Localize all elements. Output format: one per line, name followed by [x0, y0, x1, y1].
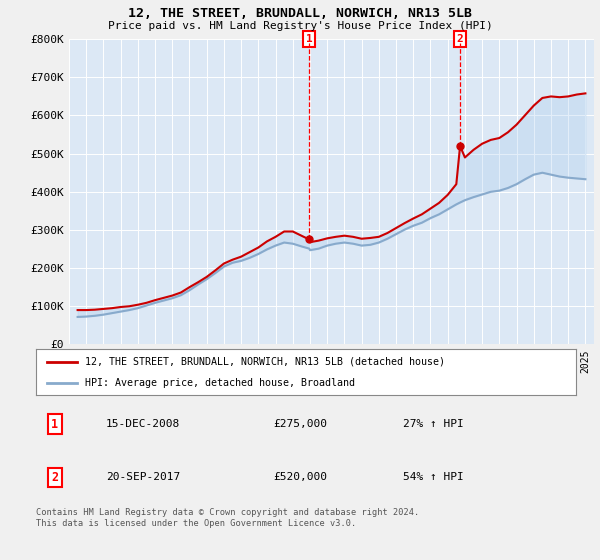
Text: Price paid vs. HM Land Registry's House Price Index (HPI): Price paid vs. HM Land Registry's House …	[107, 21, 493, 31]
Text: £520,000: £520,000	[274, 473, 328, 482]
Text: HPI: Average price, detached house, Broadland: HPI: Average price, detached house, Broa…	[85, 379, 355, 388]
Text: 2: 2	[457, 34, 463, 44]
Text: 12, THE STREET, BRUNDALL, NORWICH, NR13 5LB (detached house): 12, THE STREET, BRUNDALL, NORWICH, NR13 …	[85, 357, 445, 367]
Text: 1: 1	[52, 418, 58, 431]
Text: 12, THE STREET, BRUNDALL, NORWICH, NR13 5LB: 12, THE STREET, BRUNDALL, NORWICH, NR13 …	[128, 7, 472, 20]
Text: 2: 2	[52, 471, 58, 484]
Text: 1: 1	[306, 34, 313, 44]
Text: 54% ↑ HPI: 54% ↑ HPI	[403, 473, 464, 482]
Text: Contains HM Land Registry data © Crown copyright and database right 2024.
This d: Contains HM Land Registry data © Crown c…	[36, 508, 419, 528]
Text: 20-SEP-2017: 20-SEP-2017	[106, 473, 181, 482]
Text: £275,000: £275,000	[274, 419, 328, 429]
Text: 15-DEC-2008: 15-DEC-2008	[106, 419, 181, 429]
Text: 27% ↑ HPI: 27% ↑ HPI	[403, 419, 464, 429]
